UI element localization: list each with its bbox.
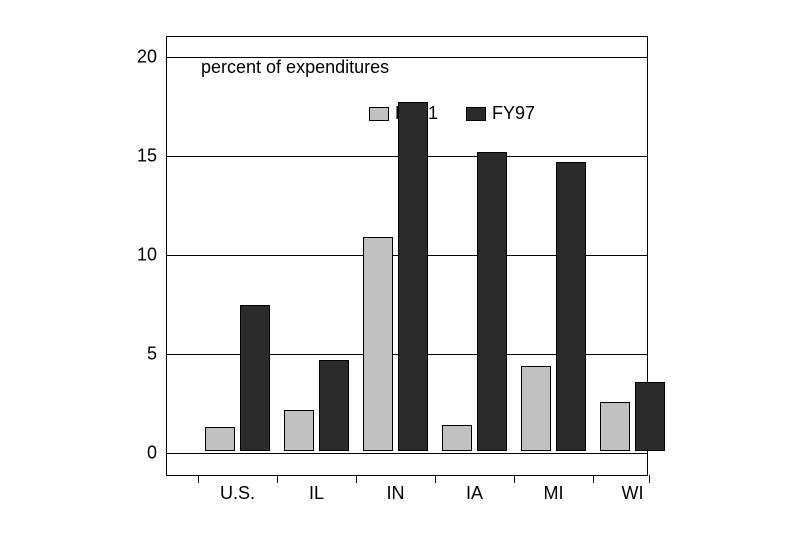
bar-FY97-U.S.: [240, 305, 270, 452]
x-tick-label: U.S.: [220, 475, 255, 504]
x-tick-mark: [198, 475, 199, 483]
x-tick-label: IL: [309, 475, 324, 504]
x-tick-mark: [593, 475, 594, 483]
x-tick-label: WI: [622, 475, 644, 504]
y-tick-label: 0: [147, 443, 167, 464]
bar-FY91-IA: [442, 425, 472, 451]
legend-swatch: [466, 107, 486, 121]
bar-FY97-IN: [398, 102, 428, 451]
legend-label: FY97: [492, 103, 535, 124]
legend-item-FY97: FY97: [466, 103, 535, 124]
x-tick-label: IN: [387, 475, 405, 504]
gridline: [167, 57, 647, 58]
plot-area: percent of expenditures FY91FY97 0510152…: [166, 36, 648, 476]
y-tick-label: 20: [137, 46, 167, 67]
x-tick-mark: [514, 475, 515, 483]
bar-FY91-IN: [363, 237, 393, 451]
x-tick-label: MI: [544, 475, 564, 504]
y-tick-label: 5: [147, 344, 167, 365]
x-tick-mark: [435, 475, 436, 483]
x-tick-label: IA: [466, 475, 483, 504]
bar-FY97-WI: [635, 382, 665, 451]
legend-swatch: [369, 107, 389, 121]
x-tick-mark: [356, 475, 357, 483]
bar-FY97-IA: [477, 152, 507, 451]
chart-subtitle: percent of expenditures: [201, 57, 389, 78]
x-tick-mark: [277, 475, 278, 483]
y-tick-label: 10: [137, 245, 167, 266]
legend: FY91FY97: [369, 103, 535, 124]
gridline: [167, 453, 647, 454]
bar-FY91-U.S.: [205, 427, 235, 451]
chart-stage: percent of expenditures FY91FY97 0 5 10 15 2…: [0, 0, 800, 536]
bar-FY91-WI: [600, 402, 630, 452]
bar-FY97-MI: [556, 162, 586, 451]
x-tick-mark: [649, 475, 650, 483]
y-tick-label: 15: [137, 145, 167, 166]
bar-FY91-MI: [521, 366, 551, 451]
bar-FY91-IL: [284, 410, 314, 452]
bar-FY97-IL: [319, 360, 349, 451]
